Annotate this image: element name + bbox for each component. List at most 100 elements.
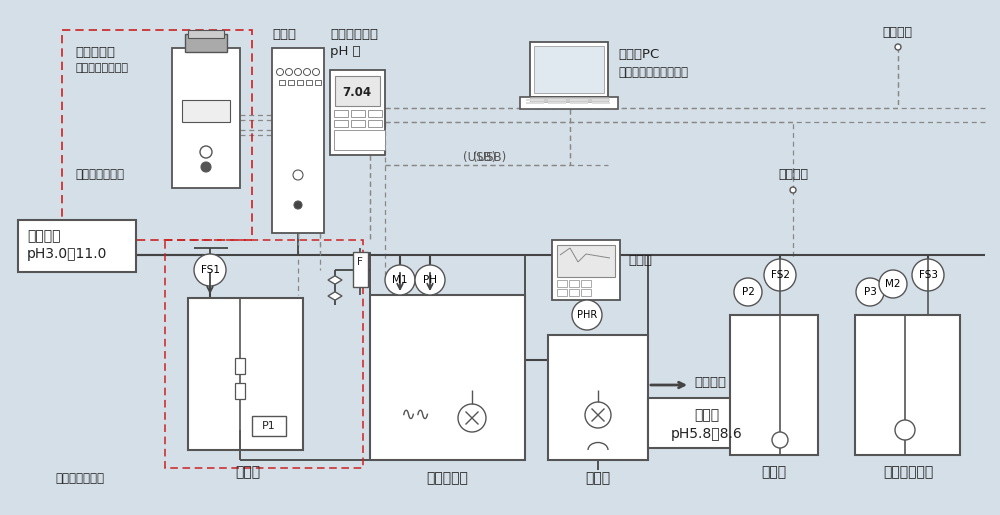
Circle shape [585,402,611,428]
Bar [330,70,385,155]
Circle shape [895,420,915,440]
Circle shape [879,270,907,298]
Bar [62,30,252,240]
Text: M1: M1 [392,275,408,285]
Text: FS2: FS2 [770,270,790,280]
Bar [557,289,567,296]
Bar [188,298,303,450]
Bar [334,110,348,117]
Text: pH5.8～8.6: pH5.8～8.6 [671,427,743,441]
Bar [334,130,385,150]
Circle shape [912,259,944,291]
Bar [335,76,380,106]
Circle shape [312,68,320,76]
Text: 酸貯槽: 酸貯槽 [761,465,787,479]
Bar [592,102,610,104]
Text: ∿∿: ∿∿ [400,406,430,424]
Bar [334,120,348,127]
Bar [592,99,610,101]
Text: （病院内に設置）: （病院内に設置） [75,63,128,73]
Circle shape [294,201,302,209]
Bar [351,110,365,117]
Bar [272,48,324,233]
Bar [185,34,227,52]
Text: 制御機能内蔵: 制御機能内蔵 [330,28,378,42]
Circle shape [856,278,884,306]
Text: PH: PH [423,275,437,285]
Bar [730,315,818,455]
Bar [306,80,312,85]
Bar [569,280,579,287]
Bar [368,110,382,117]
Text: 放流データの収集管理: 放流データの収集管理 [618,65,688,78]
Bar [557,245,615,277]
Bar [165,240,363,468]
Bar [172,48,240,188]
Text: (USB): (USB) [463,150,497,163]
Text: 原水条件: 原水条件 [27,229,60,243]
Circle shape [294,68,302,76]
Text: 遠方警報盤: 遠方警報盤 [75,45,115,59]
Text: pH3.0～11.0: pH3.0～11.0 [27,247,107,261]
Text: M2: M2 [885,279,901,289]
Bar [288,80,294,85]
Bar [581,280,591,287]
Text: FS1: FS1 [200,265,220,275]
Text: 中和処理槽: 中和処理槽 [426,471,468,485]
Circle shape [276,68,284,76]
Text: 制御盤: 制御盤 [272,28,296,42]
Bar [520,97,618,109]
Polygon shape [328,276,342,284]
Bar [548,335,648,460]
Circle shape [790,187,796,193]
Bar [182,100,230,122]
Text: 制御盤へ: 制御盤へ [778,168,808,181]
Bar [252,416,286,436]
Text: FS3: FS3 [918,270,938,280]
Bar [855,315,960,455]
Text: 原水槽: 原水槽 [235,465,261,479]
Circle shape [415,265,445,295]
Circle shape [286,68,292,76]
Bar [279,80,285,85]
Bar [315,80,321,85]
Text: 自然放流: 自然放流 [694,375,726,388]
Bar [370,295,525,460]
Circle shape [194,254,226,286]
Bar [526,102,544,104]
Circle shape [385,265,415,295]
Bar [351,120,365,127]
Text: 制御盤へ: 制御盤へ [882,26,912,39]
Circle shape [201,162,211,172]
Bar [297,80,303,85]
Text: 記録計: 記録計 [628,253,652,266]
Text: 放流槽: 放流槽 [585,471,611,485]
Circle shape [895,44,901,50]
Bar [569,289,579,296]
Bar [534,46,604,93]
Bar [570,99,588,101]
Text: PHR: PHR [577,310,597,320]
Text: （オプション）: （オプション） [75,168,124,181]
Circle shape [200,146,212,158]
Text: P3: P3 [864,287,876,297]
Text: アルカリ貯槽: アルカリ貯槽 [883,465,933,479]
Circle shape [772,432,788,448]
Text: pH 計: pH 計 [330,45,361,59]
Circle shape [293,170,303,180]
Text: 処理水: 処理水 [694,408,720,422]
Bar [530,42,608,97]
Text: 7.04: 7.04 [342,85,372,98]
Bar [557,280,567,287]
Bar [570,102,588,104]
Circle shape [304,68,310,76]
Bar [235,383,245,399]
Text: （オプション）: （オプション） [56,472,104,485]
Text: P1: P1 [262,421,276,431]
Bar [526,99,544,101]
Bar [648,398,766,448]
Bar [530,97,608,102]
Bar [552,240,620,300]
Bar [353,252,368,287]
Circle shape [458,404,486,432]
